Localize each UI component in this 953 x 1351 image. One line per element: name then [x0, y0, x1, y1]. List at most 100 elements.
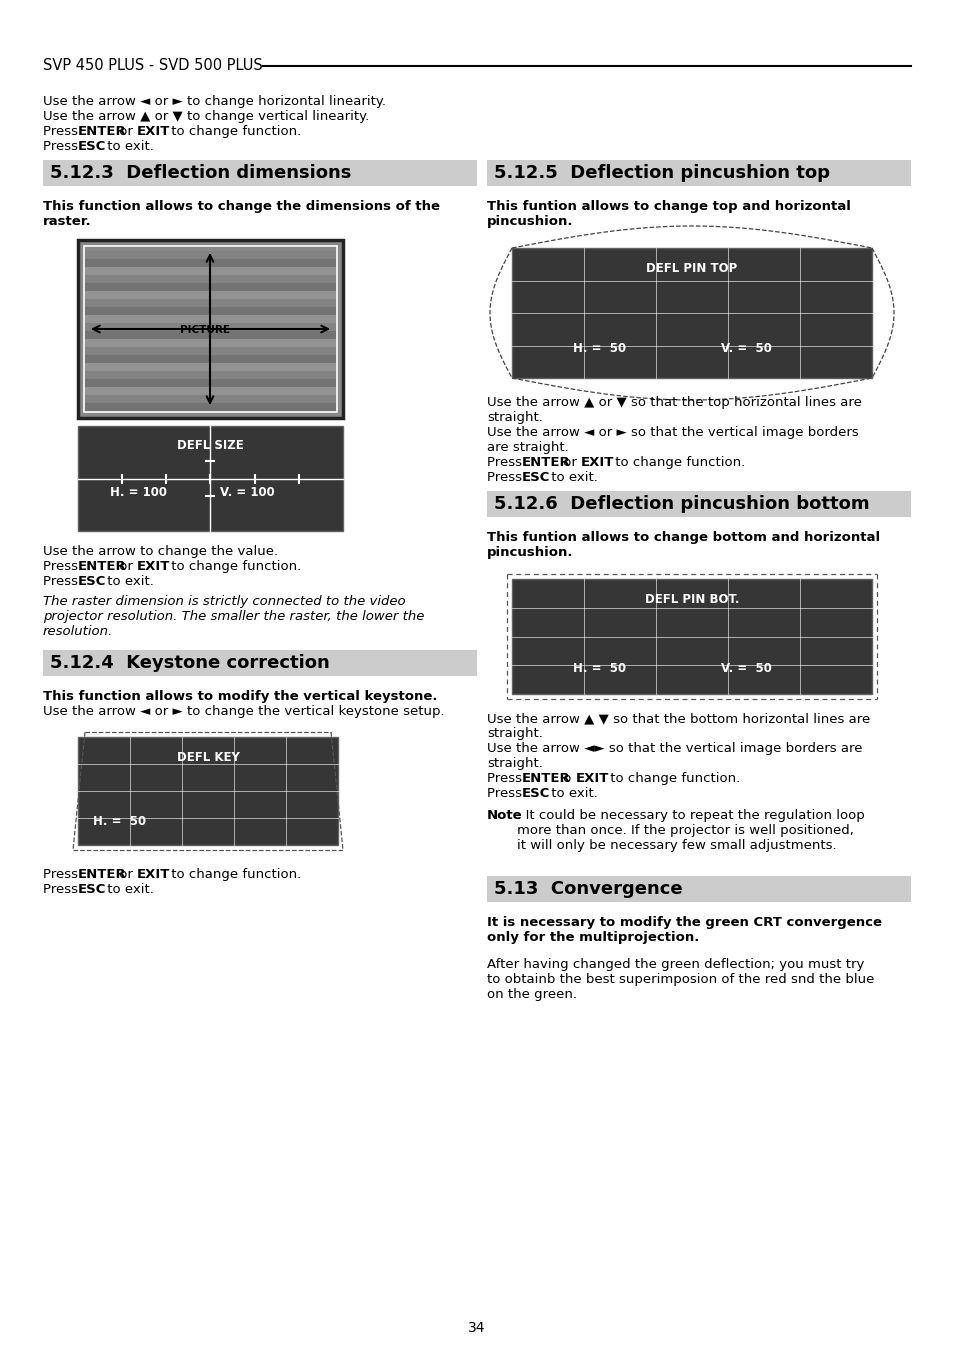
Text: EXIT: EXIT [137, 561, 171, 573]
Text: to change function.: to change function. [610, 457, 744, 469]
Text: o: o [558, 771, 575, 785]
Text: to change function.: to change function. [167, 561, 301, 573]
Text: straight.: straight. [486, 757, 542, 770]
Bar [85, 276, 335, 282]
Bar [85, 339, 335, 347]
Bar [85, 251, 335, 259]
Text: DEFL PIN BOT.: DEFL PIN BOT. [644, 593, 739, 607]
Text: This function allows to change the dimensions of the: This function allows to change the dimen… [43, 200, 439, 213]
Text: projector resolution. The smaller the raster, the lower the: projector resolution. The smaller the ra… [43, 611, 424, 623]
Text: 34: 34 [468, 1321, 485, 1335]
Bar [85, 307, 335, 315]
Text: more than once. If the projector is well positioned,: more than once. If the projector is well… [517, 824, 853, 838]
Text: This function allows to modify the vertical keystone.: This function allows to modify the verti… [43, 690, 437, 703]
Text: EXIT: EXIT [137, 126, 171, 138]
Text: only for the multiprojection.: only for the multiprojection. [486, 931, 699, 944]
Text: This funtion allows to change bottom and horizontal: This funtion allows to change bottom and… [486, 531, 880, 544]
Text: Use the arrow ◄ or ► to change horizontal linearity.: Use the arrow ◄ or ► to change horizonta… [43, 95, 386, 108]
Text: to exit.: to exit. [103, 141, 153, 153]
Text: ENTER: ENTER [78, 867, 127, 881]
Text: H. =  50: H. = 50 [92, 815, 146, 828]
Text: Press: Press [486, 457, 526, 469]
Text: Use the arrow ▲ or ▼ to change vertical linearity.: Use the arrow ▲ or ▼ to change vertical … [43, 109, 369, 123]
Bar [85, 363, 335, 372]
Text: 5.12.6  Deflection pincushion bottom: 5.12.6 Deflection pincushion bottom [494, 494, 869, 513]
Text: Use the arrow to change the value.: Use the arrow to change the value. [43, 544, 278, 558]
Text: to change function.: to change function. [605, 771, 740, 785]
Bar [78, 240, 343, 417]
Text: to exit.: to exit. [546, 471, 598, 484]
Text: Use the arrow ◄ or ► so that the vertical image borders: Use the arrow ◄ or ► so that the vertica… [486, 426, 858, 439]
Text: ENTER: ENTER [521, 457, 570, 469]
Text: EXIT: EXIT [137, 867, 171, 881]
Text: Press: Press [486, 788, 526, 800]
Text: Press: Press [486, 471, 526, 484]
Text: resolution.: resolution. [43, 626, 113, 638]
Text: H. = 100: H. = 100 [110, 486, 167, 500]
Text: or: or [115, 867, 137, 881]
Text: V. =  50: V. = 50 [720, 662, 771, 674]
Bar [85, 299, 335, 307]
Text: Use the arrow ◄ or ► to change the vertical keystone setup.: Use the arrow ◄ or ► to change the verti… [43, 705, 444, 717]
Text: ENTER: ENTER [78, 561, 127, 573]
Bar [78, 738, 337, 844]
Text: ENTER: ENTER [78, 126, 127, 138]
Bar [85, 290, 335, 299]
Text: to change function.: to change function. [167, 867, 301, 881]
Text: Press: Press [43, 884, 82, 896]
Text: 5.12.3  Deflection dimensions: 5.12.3 Deflection dimensions [50, 163, 351, 182]
Text: pincushion.: pincushion. [486, 546, 573, 559]
Text: DEFL SIZE: DEFL SIZE [177, 439, 244, 453]
Bar [85, 267, 335, 276]
Bar [486, 159, 910, 186]
Text: 5.13  Convergence: 5.13 Convergence [494, 880, 682, 898]
Text: Note: Note [486, 809, 522, 821]
Bar [85, 331, 335, 339]
Text: Press: Press [43, 141, 82, 153]
Text: raster.: raster. [43, 215, 91, 228]
Bar [84, 246, 336, 412]
Text: H. =  50: H. = 50 [573, 662, 626, 674]
Text: are straight.: are straight. [486, 440, 568, 454]
Text: 5.12.4  Keystone correction: 5.12.4 Keystone correction [50, 654, 330, 671]
Text: ESC: ESC [78, 576, 107, 588]
Text: This funtion allows to change top and horizontal: This funtion allows to change top and ho… [486, 200, 850, 213]
Bar [85, 323, 335, 331]
Text: H. =  50: H. = 50 [573, 342, 626, 354]
Text: V. = 100: V. = 100 [220, 486, 275, 500]
Text: or: or [115, 561, 137, 573]
Bar [85, 347, 335, 355]
Text: Press: Press [43, 126, 82, 138]
Text: to exit.: to exit. [103, 884, 153, 896]
Bar [85, 282, 335, 290]
Text: to obtainb the best superimposion of the red snd the blue: to obtainb the best superimposion of the… [486, 973, 874, 986]
Text: ESC: ESC [521, 788, 550, 800]
Text: to exit.: to exit. [103, 576, 153, 588]
Text: 5.12.5  Deflection pincushion top: 5.12.5 Deflection pincushion top [494, 163, 829, 182]
Text: After having changed the green deflection; you must try: After having changed the green deflectio… [486, 958, 863, 971]
Bar [85, 259, 335, 267]
Bar [85, 372, 335, 380]
Text: SVP 450 PLUS - SVD 500 PLUS: SVP 450 PLUS - SVD 500 PLUS [43, 58, 262, 73]
Text: pincushion.: pincushion. [486, 215, 573, 228]
Text: V. =  50: V. = 50 [720, 342, 771, 354]
Bar [43, 159, 476, 186]
Text: Press: Press [43, 576, 82, 588]
Text: Press: Press [43, 561, 82, 573]
Text: or: or [115, 126, 137, 138]
Text: on the green.: on the green. [486, 988, 577, 1001]
Text: ESC: ESC [78, 141, 107, 153]
Bar [85, 315, 335, 323]
Bar [85, 394, 335, 403]
Text: It is necessary to modify the green CRT convergence: It is necessary to modify the green CRT … [486, 916, 882, 929]
Text: ENTER: ENTER [521, 771, 570, 785]
Text: ESC: ESC [78, 884, 107, 896]
Text: or: or [558, 457, 580, 469]
Text: Use the arrow ▲ ▼ so that the bottom horizontal lines are: Use the arrow ▲ ▼ so that the bottom hor… [486, 712, 869, 725]
Bar [512, 249, 871, 378]
Text: : It could be necessary to repeat the regulation loop: : It could be necessary to repeat the re… [517, 809, 863, 821]
Text: DEFL PIN TOP: DEFL PIN TOP [646, 262, 737, 276]
Text: Use the arrow ◄► so that the vertical image borders are: Use the arrow ◄► so that the vertical im… [486, 742, 862, 755]
Text: DEFL KEY: DEFL KEY [176, 751, 239, 765]
Bar [512, 580, 871, 694]
